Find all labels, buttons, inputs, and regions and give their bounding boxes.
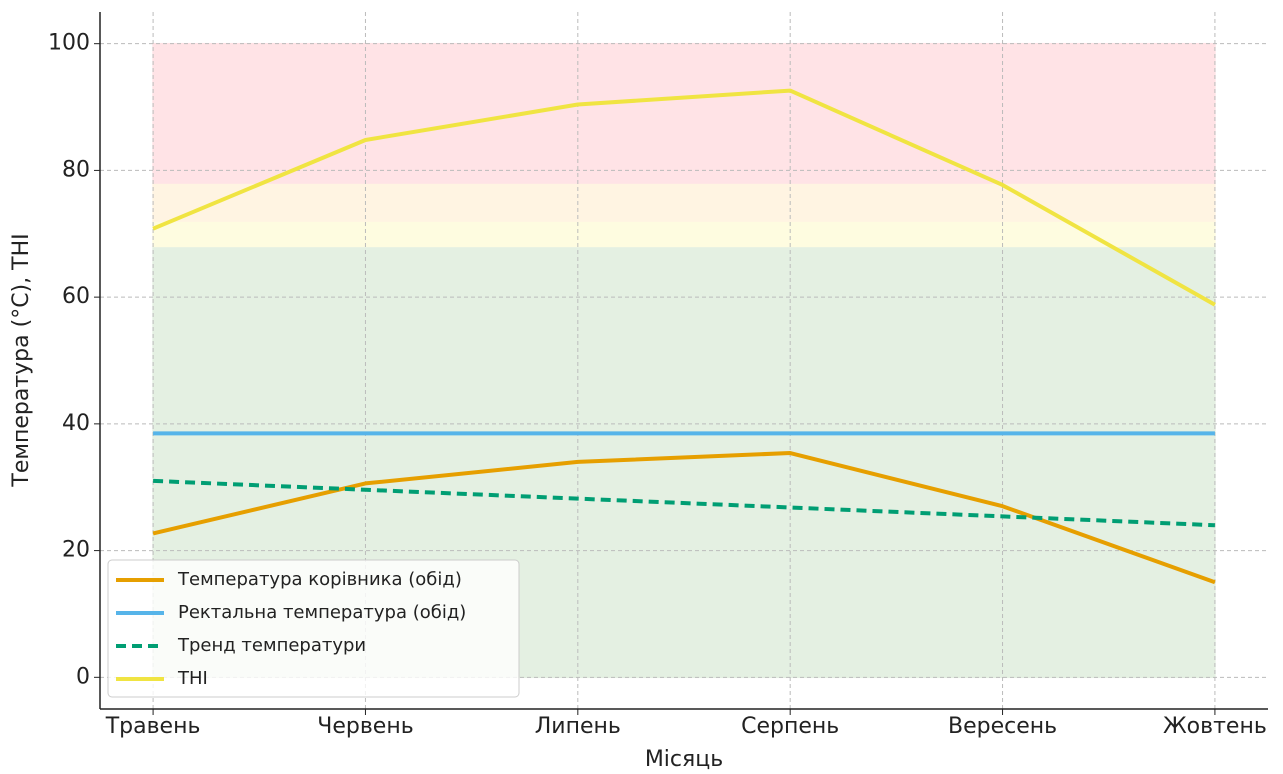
y-tick-label: 40 [62,411,90,436]
y-tick-label: 60 [62,284,90,309]
legend-label: Ректальна температура (обід) [178,602,466,623]
x-tick-label: Липень [535,714,621,739]
x-tick-label: Жовтень [1163,714,1267,739]
zone-band [152,182,1216,222]
y-tick-label: 100 [48,31,90,56]
x-tick-label: Червень [317,714,413,739]
y-tick-label: 80 [62,157,90,182]
y-tick-label: 20 [62,538,90,563]
legend-box [107,559,520,698]
legend-label: Температура корівника (обід) [177,569,462,590]
legend-label: Тренд температури [177,635,366,656]
legend-label: THI [177,668,208,689]
x-tick-label: Вересень [948,714,1057,739]
x-tick-label: Серпень [741,714,839,739]
y-axis-label: Температура (°C), THI [9,233,34,487]
x-tick-label: Травень [105,714,201,739]
series-line [152,88,1216,307]
x-axis-label: Місяць [645,747,723,772]
zone-band [152,220,1216,248]
y-tick-label: 0 [76,664,90,689]
series-line [153,478,1215,528]
